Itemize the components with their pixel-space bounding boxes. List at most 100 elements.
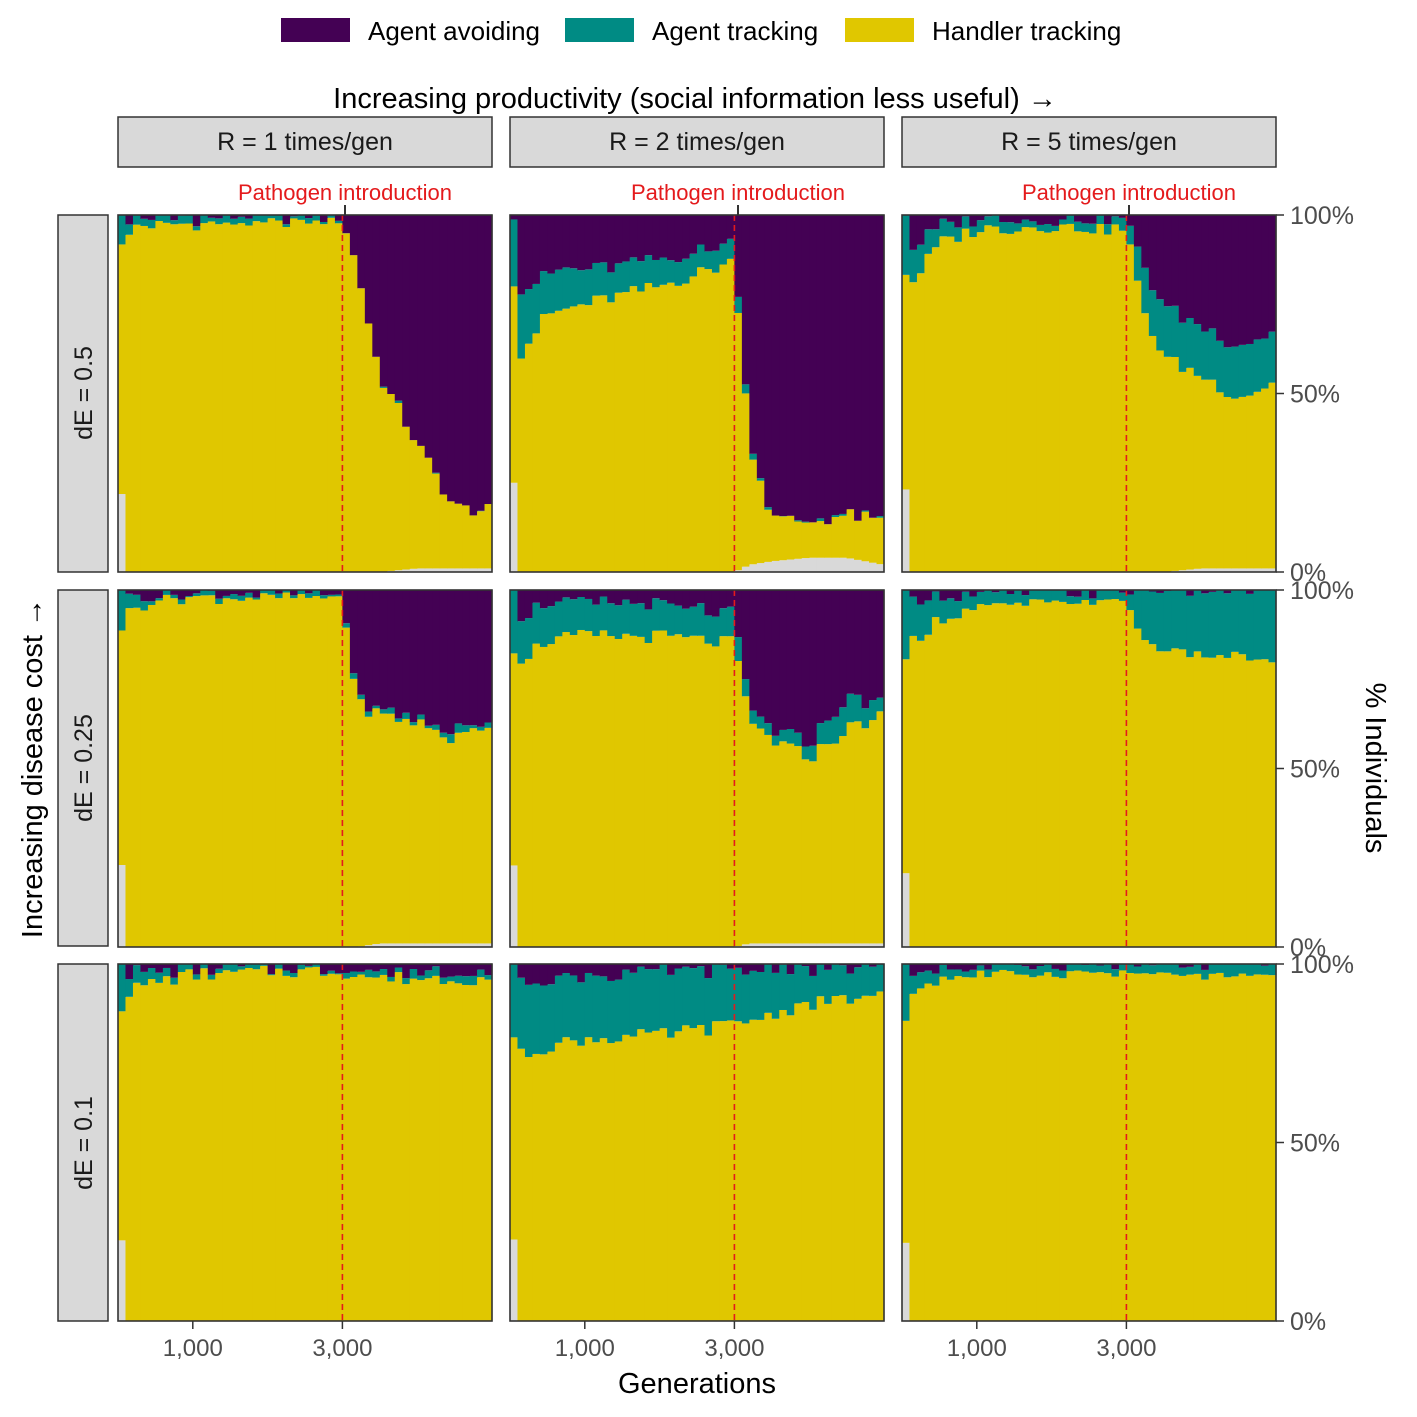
bar-track-r2-c3-b35	[1163, 590, 1172, 652]
bar-handler-r1-c2-b38	[794, 521, 803, 559]
bar-track-r2-c3-b37	[1178, 590, 1187, 650]
bar-other-r3-c3-b0	[902, 1242, 911, 1321]
bar-track-r2-c3-b20	[1051, 590, 1060, 601]
bar-track-r1-c3-b11	[984, 216, 993, 226]
bar-avoid-r1-c2-b42	[824, 215, 833, 525]
panel-r3-c1	[117, 963, 493, 1322]
bar-track-r1-c3-b27	[1103, 224, 1113, 235]
bar-track-r2-c2-b14	[614, 605, 623, 639]
bar-track-r3-c1-b5	[155, 972, 164, 983]
row-title: Increasing disease cost →	[17, 598, 49, 938]
bar-handler-r3-c2-b7	[562, 1037, 571, 1321]
bar-avoid-r3-c3-b28	[1111, 964, 1120, 970]
bar-handler-r3-c2-b25	[697, 1024, 706, 1321]
pathogen-annotations: Pathogen introduction Pathogen introduct…	[238, 180, 1236, 215]
bar-handler-r2-c1-b14	[222, 598, 231, 947]
bar-avoid-r1-c2-b39	[801, 215, 810, 522]
bar-avoid-r2-c2-b9	[577, 590, 586, 597]
bar-avoid-r1-c3-b5	[939, 215, 948, 219]
bar-handler-r1-c1-b4	[147, 228, 156, 572]
bar-track-r2-c3-b42	[1216, 590, 1225, 656]
bar-handler-r2-c3-b17	[1029, 599, 1038, 947]
bar-handler-r2-c2-b17	[637, 636, 646, 947]
bar-handler-r3-c1-b6	[162, 976, 171, 1321]
bar-track-r3-c2-b28	[719, 964, 728, 1022]
bar-handler-r1-c3-b34	[1156, 350, 1165, 572]
bar-other-r1-c3-b40	[1201, 568, 1210, 572]
bar-track-r2-c2-b20	[659, 600, 668, 631]
bar-avoid-r1-c3-b35	[1163, 215, 1172, 307]
bar-handler-r3-c1-b34	[372, 977, 381, 1321]
bar-avoid-r3-c2-b48	[869, 964, 878, 967]
bar-track-r1-c3-b14	[1006, 222, 1015, 234]
bar-other-r2-c2-b40	[809, 943, 818, 947]
row-strip-2-box	[57, 589, 109, 947]
bar-handler-r1-c2-b23	[682, 283, 691, 572]
bar-avoid-r1-c1-b49	[484, 215, 493, 505]
bar-track-r3-c1-b2	[132, 965, 142, 983]
bar-other-r1-c3-b37	[1178, 570, 1187, 573]
bar-avoid-r2-c1-b48	[477, 590, 486, 727]
bar-handler-r3-c2-b27	[711, 1021, 721, 1321]
bar-track-r3-c1-b13	[215, 968, 224, 974]
bar-track-r3-c1-b37	[394, 967, 403, 973]
bar-avoid-r2-c1-b41	[424, 590, 433, 726]
bar-handler-r2-c3-b32	[1141, 640, 1150, 947]
bar-avoid-r3-c3-b17	[1029, 964, 1038, 970]
bar-track-r3-c3-b48	[1261, 965, 1270, 975]
bar-track-r2-c1-b24	[297, 590, 306, 595]
x-tick-label-c2-0: 1,000	[555, 1335, 615, 1362]
bar-track-r3-c2-b31	[741, 974, 750, 1024]
bar-avoid-r1-c2-b27	[711, 215, 721, 251]
bar-other-r1-c1-b0	[118, 494, 127, 572]
bar-track-r2-c1-b3	[140, 601, 149, 611]
bar-handler-r1-c3-b2	[916, 273, 926, 572]
bar-handler-r2-c1-b31	[349, 678, 358, 947]
bar-avoid-r1-c2-b11	[592, 215, 601, 263]
bar-avoid-r1-c3-b43	[1223, 215, 1232, 348]
bar-track-r2-c2-b5	[547, 606, 556, 645]
bar-handler-r3-c2-b34	[764, 1012, 773, 1321]
bar-track-r3-c2-b29	[726, 968, 735, 1021]
bar-handler-r1-c3-b9	[969, 237, 978, 572]
bar-other-r2-c2-b31	[741, 944, 750, 947]
bar-avoid-r2-c2-b38	[794, 590, 803, 733]
bar-avoid-r1-c2-b4	[539, 215, 548, 272]
bar-handler-r1-c1-b7	[170, 224, 179, 572]
bar-track-r2-c3-b27	[1103, 590, 1113, 600]
bar-avoid-r1-c2-b13	[607, 215, 616, 273]
legend-key-agent-avoiding	[281, 18, 350, 42]
bar-handler-r2-c3-b8	[961, 608, 970, 947]
bar-track-r3-c3-b28	[1111, 969, 1120, 977]
bar-handler-r1-c3-b38	[1186, 367, 1195, 570]
bar-avoid-r1-c2-b6	[554, 215, 563, 270]
bar-avoid-r2-c1-b1	[125, 590, 134, 594]
bar-handler-r3-c1-b12	[207, 979, 216, 1321]
bar-handler-r1-c2-b17	[637, 291, 646, 572]
bar-avoid-r3-c1-b47	[469, 964, 478, 976]
bar-avoid-r1-c1-b12	[207, 215, 216, 218]
bar-avoid-r1-c2-b12	[599, 215, 608, 263]
bar-handler-r1-c1-b48	[477, 511, 486, 569]
bar-handler-r3-c3-b23	[1074, 970, 1083, 1321]
bar-avoid-r1-c2-b22	[674, 215, 683, 263]
bar-track-r1-c3-b24	[1081, 223, 1090, 232]
bar-handler-r1-c2-b2	[524, 343, 534, 572]
bar-other-r1-c1-b41	[424, 568, 433, 572]
bar-handler-r2-c3-b11	[984, 605, 993, 947]
bar-handler-r3-c2-b2	[524, 1057, 534, 1321]
bar-track-r3-c1-b41	[424, 970, 433, 979]
bar-avoid-r3-c1-b6	[162, 964, 171, 968]
bar-track-r2-c2-b49	[876, 697, 885, 712]
bar-track-r3-c2-b15	[622, 969, 631, 1035]
bar-track-r3-c2-b32	[749, 970, 758, 1020]
bar-handler-r3-c2-b6	[554, 1042, 563, 1321]
bar-track-r3-c3-b37	[1178, 967, 1187, 976]
bar-track-r2-c1-b34	[372, 705, 381, 709]
bar-track-r2-c2-b23	[682, 608, 691, 638]
bar-handler-r2-c2-b12	[599, 630, 608, 947]
bar-track-r1-c3-b20	[1051, 225, 1060, 232]
bar-handler-r1-c1-b37	[394, 402, 403, 571]
bar-handler-r1-c1-b33	[364, 323, 373, 572]
bar-track-r2-c2-b19	[652, 598, 661, 631]
